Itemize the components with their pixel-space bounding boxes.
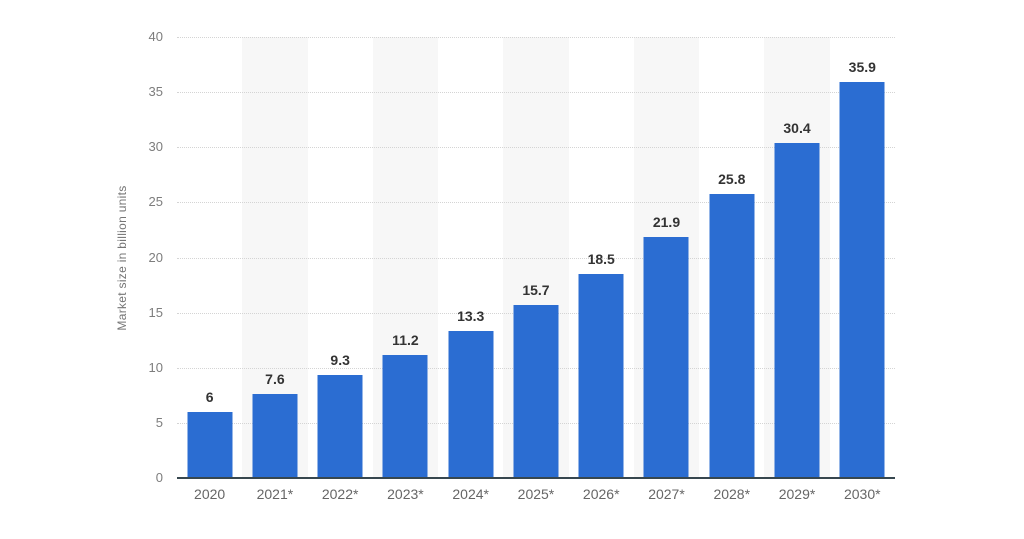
y-tick-label: 35 [148, 84, 163, 100]
x-tick-label: 2029* [778, 486, 816, 502]
x-tick-label: 2023* [387, 486, 424, 502]
y-tick-label: 15 [148, 304, 163, 320]
y-tick-label: 40 [148, 29, 163, 44]
x-tick-label: 2020 [194, 486, 226, 502]
bar-2022*[interactable] [317, 375, 363, 478]
bar-column: 18.5 [569, 37, 634, 478]
x-tick-label: 2030* [843, 486, 881, 502]
value-label: 7.6 [265, 371, 285, 388]
gridline [177, 37, 895, 38]
gridline [177, 147, 895, 149]
x-tick-label: 2021* [256, 486, 294, 502]
bar-column: 15.7 [503, 37, 568, 478]
bar-column: 6 [177, 37, 242, 478]
y-axis-ticks: 0 5 10 15 20 25 30 35 40 [0, 0, 163, 539]
bar-column: 9.3 [308, 37, 373, 478]
bar-2021*[interactable] [252, 394, 298, 478]
bar-2020[interactable] [187, 411, 233, 478]
x-axis-line [177, 477, 895, 479]
bar-2029*[interactable] [774, 142, 820, 478]
plot-area: 6 7.6 9.3 11.2 13.3 15.7 18.5 21.9 25.8 30.4 35.9 [177, 37, 895, 478]
x-tick-label: 2027* [648, 486, 685, 502]
x-tick-label: 2022* [321, 486, 359, 502]
bar-column: 30.4 [764, 37, 829, 478]
value-label: 6 [205, 388, 214, 405]
x-tick-label: 2025* [517, 486, 555, 502]
gridline [177, 202, 895, 204]
bar-column: 35.9 [830, 37, 895, 478]
bar-2028*[interactable] [709, 193, 755, 478]
y-tick-label: 10 [148, 359, 163, 375]
x-tick-label: 2028* [713, 486, 751, 502]
bar-column: 11.2 [373, 37, 438, 478]
value-label: 30.4 [783, 119, 811, 136]
x-tick-label: 2026* [582, 486, 620, 502]
value-label: 13.3 [457, 308, 485, 325]
bar-2023*[interactable] [382, 354, 428, 478]
y-tick-label: 20 [148, 249, 163, 265]
x-tick-label: 2024* [452, 486, 489, 502]
value-label: 35.9 [848, 59, 876, 76]
value-label: 21.9 [652, 213, 681, 230]
y-tick-label: 25 [148, 194, 163, 210]
value-label: 9.3 [330, 352, 350, 369]
value-label: 11.2 [392, 331, 419, 348]
bar-2027*[interactable] [643, 236, 689, 478]
value-label: 18.5 [587, 251, 615, 268]
x-axis-labels: 2020 2021* 2022* 2023* 2024* 2025* 2026* 2027* 2… [177, 486, 895, 502]
bar-2030*[interactable] [839, 82, 885, 478]
gridline [177, 257, 895, 259]
value-label: 15.7 [522, 281, 550, 298]
bar-column: 25.8 [699, 37, 764, 478]
bar-2026*[interactable] [578, 274, 624, 478]
gridline [177, 92, 895, 94]
value-label: 25.8 [718, 170, 746, 187]
bar-2025*[interactable] [513, 304, 559, 478]
y-tick-label: 30 [148, 139, 163, 155]
y-tick-label: 0 [155, 470, 163, 485]
y-tick-label: 5 [155, 414, 163, 430]
bar-2024*[interactable] [448, 331, 494, 478]
bar-column: 21.9 [634, 37, 699, 478]
bar-column: 13.3 [438, 37, 503, 478]
bar-column: 7.6 [242, 37, 307, 478]
bar-columns: 6 7.6 9.3 11.2 13.3 15.7 18.5 21.9 25.8 30.4 35.9 [177, 37, 895, 478]
